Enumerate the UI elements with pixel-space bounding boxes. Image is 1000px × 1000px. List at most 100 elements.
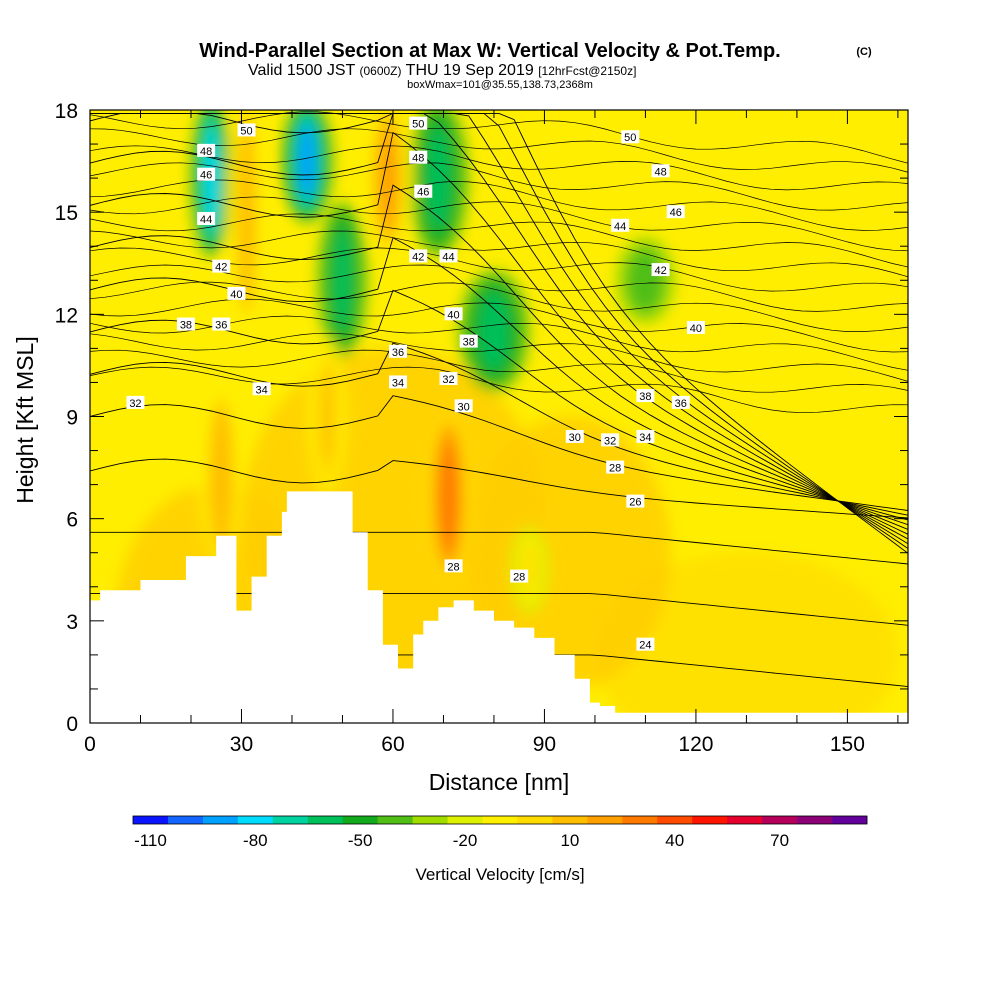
valid-prefix: Valid 1500 JST [248,62,356,79]
theta-contour-aux [90,264,908,312]
contour-label: 50 [240,125,252,137]
contour-label-box [636,429,655,443]
theta-contour-aux [90,281,908,332]
theta-contour-aux [90,349,908,393]
contour-label: 32 [442,374,454,386]
chart-title: Wind-Parallel Section at Max W: Vertical… [199,40,780,62]
colorbar-tick-label: -80 [243,831,268,850]
colorbar-swatch [307,816,344,824]
contour-label-box [212,317,231,331]
contour-label: 38 [463,337,475,349]
contour-label: 40 [230,289,242,301]
terrain-mask [90,491,908,723]
contour-label: 44 [442,251,454,263]
theta-contour-46 [90,112,908,545]
theta-contour-aux [90,162,908,211]
theta-contour-aux [90,128,908,173]
downdraft-core [426,125,450,231]
contour-label: 40 [447,309,459,321]
contour-label-box [686,320,705,334]
contour-label: 28 [513,572,525,584]
x-axis: 0 30 60 90 120 150 [84,110,899,756]
theta-contour-aux [90,366,908,414]
theta-contour-40 [90,184,908,530]
contour-label-box [651,263,670,277]
updraft-core [321,364,334,469]
contour-label-box [666,205,685,219]
contour-label: 48 [412,153,424,165]
colorbar-swatch [237,816,274,824]
contour-label: 28 [609,463,621,475]
colorbar-swatch [167,816,204,824]
contour-label-box [227,286,246,300]
x-axis-label: Distance [nm] [429,769,570,795]
contour-label-box [197,211,216,225]
updraft-core [240,133,253,291]
theta-contour-30 [90,458,908,519]
theta-contour-aux [90,111,908,164]
contour-label-box [671,395,690,409]
field-zone [468,416,671,689]
updraft-core [523,543,536,596]
contour-label: 34 [256,384,268,396]
contour-label: 38 [180,320,192,332]
colorbar-swatch [342,816,378,824]
theta-contour-38 [90,237,908,526]
contour-label-box [454,399,473,413]
x-tick-label: 0 [84,733,96,756]
contour-label: 38 [639,391,651,403]
colorbar-ticks: -110 -80 -50 -20 10 40 70 [134,831,789,850]
downdraft-core [633,254,657,307]
colorbar-swatch [657,816,693,824]
contour-label: 36 [675,398,687,410]
colorbar-tick-label: 40 [665,831,684,850]
contour-label-box [439,372,458,386]
theta-contour-32 [90,395,908,511]
contour-label: 42 [215,262,227,274]
contour-label: 30 [458,401,470,413]
contour-label-box [565,429,584,443]
colorbar-tick-label: -110 [134,831,167,850]
contour-label-box [611,218,630,232]
theta-contour-aux [90,332,908,382]
downdraft-core [333,227,352,333]
y-tick-label: 18 [55,100,78,123]
colorbar-tick-label: -50 [348,831,373,850]
colorbar-swatch [412,816,448,824]
contour-label-box [176,317,195,331]
y-tick-label: 6 [66,509,78,532]
theta-contour-44 [90,112,908,540]
colorbar-swatch [587,816,623,824]
x-tick-label: 30 [230,733,253,756]
colorbar-swatch [797,816,833,824]
contour-label-box [636,637,655,651]
colorbar-swatch [762,816,798,824]
theta-contour-28 [90,531,908,565]
contour-label: 34 [392,377,404,389]
contour-label: 36 [392,347,404,359]
contour-label: 36 [215,320,227,332]
colorbar-swatch [832,816,868,824]
contour-label-box [212,259,231,273]
theta-contour-aux [90,196,908,252]
contour-label-box [651,164,670,178]
contour-label: 42 [654,265,666,277]
contour-label: 48 [654,166,666,178]
colorbar-swatch [447,816,483,824]
colorbar-tick-label: 70 [770,831,789,850]
contour-label-box [197,167,216,181]
colorbar-tick-label: -20 [453,831,478,850]
contour-label: 46 [200,170,212,182]
colorbar-swatch [552,816,588,824]
colorbar-swatch [377,816,413,824]
contour-label: 44 [614,221,626,233]
y-tick-label: 12 [55,304,78,327]
y-tick-label: 3 [66,611,78,634]
theta-contour-aux [90,213,908,268]
colorbar-frame [132,815,868,825]
contour-labels: 50 48 46 44 42 40 38 36 34 32 50 48 46 42 44 40 38 36 34 32… [126,116,705,652]
valid-zulu: (0600Z) [359,64,401,78]
x-tick-label: 120 [678,733,713,756]
contour-label: 50 [412,119,424,131]
